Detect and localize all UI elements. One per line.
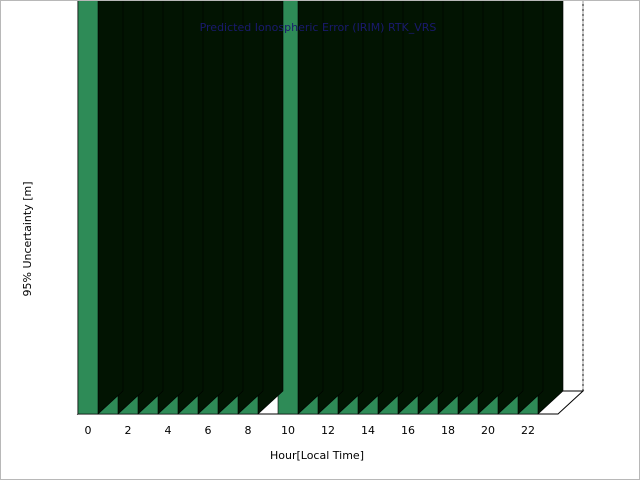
x-tick-label: 12 bbox=[321, 424, 335, 437]
bar-front bbox=[77, 1, 99, 415]
x-tick-label: 10 bbox=[281, 424, 295, 437]
x-tick-label: 20 bbox=[481, 424, 495, 437]
bar-side bbox=[537, 1, 564, 415]
bar-side bbox=[177, 1, 204, 415]
x-tick-label: 6 bbox=[205, 424, 212, 437]
bar-side bbox=[457, 1, 484, 415]
x-tick-label: 14 bbox=[361, 424, 375, 437]
y-axis-label: 95% Uncertainty [m] bbox=[21, 181, 34, 296]
bar-side bbox=[497, 1, 524, 415]
bar-side bbox=[217, 1, 244, 415]
x-tick-label: 4 bbox=[165, 424, 172, 437]
bar-side bbox=[397, 1, 424, 415]
bar-side bbox=[117, 1, 144, 415]
x-tick-label: 8 bbox=[245, 424, 252, 437]
bar bbox=[77, 1, 124, 415]
bar-side bbox=[417, 1, 444, 415]
bar-side bbox=[157, 1, 184, 415]
bars bbox=[77, 1, 564, 415]
bar-side bbox=[477, 1, 504, 415]
x-axis-ticks: 0 2 4 6 8 10 12 14 16 18 20 22 bbox=[85, 424, 536, 437]
bar-side bbox=[337, 1, 364, 415]
bar-side bbox=[357, 1, 384, 415]
bar bbox=[277, 1, 324, 415]
bar-side bbox=[257, 1, 284, 415]
x-tick-label: 0 bbox=[85, 424, 92, 437]
bar-side bbox=[197, 1, 224, 415]
x-tick-label: 18 bbox=[441, 424, 455, 437]
x-tick-label: 16 bbox=[401, 424, 415, 437]
x-axis-label: Hour[Local Time] bbox=[270, 449, 364, 462]
chart-title: Predicted Ionospheric Error (IRIM) RTK_V… bbox=[200, 21, 437, 34]
bar-side bbox=[377, 1, 404, 415]
bar-side bbox=[317, 1, 344, 415]
bar-side bbox=[437, 1, 464, 415]
bar-side bbox=[97, 1, 124, 415]
bar-side bbox=[517, 1, 544, 415]
bar-side bbox=[237, 1, 264, 415]
x-tick-label: 2 bbox=[125, 424, 132, 437]
bar-side bbox=[137, 1, 164, 415]
bar-side bbox=[297, 1, 324, 415]
x-tick-label: 22 bbox=[521, 424, 535, 437]
